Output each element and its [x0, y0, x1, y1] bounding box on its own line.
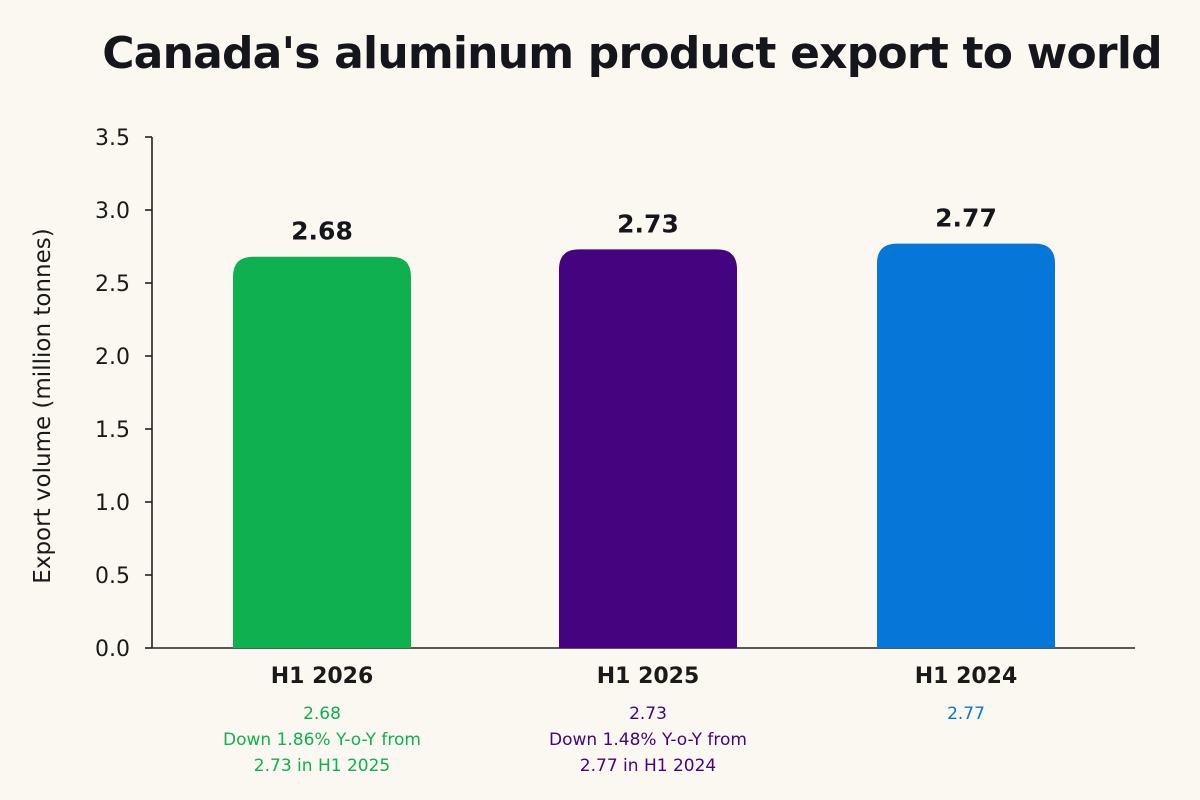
- x-tick-label: H1 2026: [271, 664, 374, 689]
- annotation-line: 2.77 in H1 2024: [580, 756, 716, 776]
- data-label: 2.73: [617, 209, 679, 238]
- data-label: 2.68: [291, 217, 353, 246]
- annotation-line: 2.68: [303, 704, 341, 724]
- x-tick-label: H1 2025: [597, 664, 700, 689]
- y-tick-label: 2.0: [95, 345, 130, 370]
- data-label: 2.77: [935, 204, 997, 233]
- y-tick-label: 1.0: [95, 491, 130, 516]
- annotation-line: Down 1.48% Y-o-Y from: [549, 730, 747, 750]
- annotation-line: 2.73: [629, 704, 667, 724]
- bar: [877, 243, 1055, 648]
- x-tick-label: H1 2024: [915, 664, 1018, 689]
- y-tick-label: 0.0: [95, 637, 130, 662]
- annotation-line: 2.73 in H1 2025: [254, 756, 390, 776]
- bar: [233, 256, 411, 648]
- y-tick-label: 0.5: [95, 564, 130, 589]
- y-tick-label: 2.5: [95, 272, 130, 297]
- annotation-line: Down 1.86% Y-o-Y from: [223, 730, 421, 750]
- bar: [559, 249, 737, 649]
- y-axis-label: Export volume (million tonnes): [30, 228, 56, 583]
- annotation-line: 2.77: [947, 704, 985, 724]
- chart-title: Canada's aluminum product export to worl…: [102, 28, 1162, 79]
- y-tick-label: 1.5: [95, 418, 130, 443]
- y-tick-label: 3.0: [95, 199, 130, 224]
- y-tick-label: 3.5: [95, 126, 130, 151]
